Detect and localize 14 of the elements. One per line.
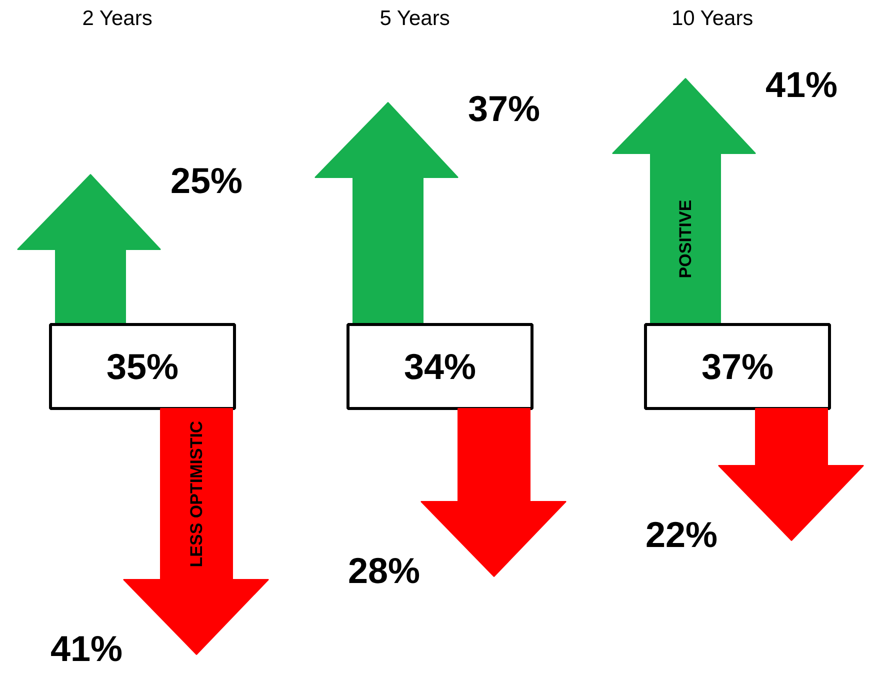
- data-label: 41%: [766, 64, 838, 105]
- data-label: 28%: [348, 550, 420, 591]
- category-label: 2 Years: [82, 7, 152, 30]
- data-label: 35%: [106, 346, 179, 387]
- data-label: 37%: [701, 346, 774, 387]
- data-label: 41%: [50, 628, 123, 669]
- data-label: 22%: [645, 514, 718, 555]
- category-label: 10 Years: [671, 7, 754, 30]
- data-label: 25%: [170, 160, 243, 201]
- text: LESS OPTIMISTIC: [187, 420, 206, 568]
- data-label: 34%: [404, 346, 476, 387]
- category-label: 5 Years: [380, 7, 450, 30]
- data-label: 37%: [468, 88, 540, 129]
- text: POSITIVE: [676, 200, 695, 278]
